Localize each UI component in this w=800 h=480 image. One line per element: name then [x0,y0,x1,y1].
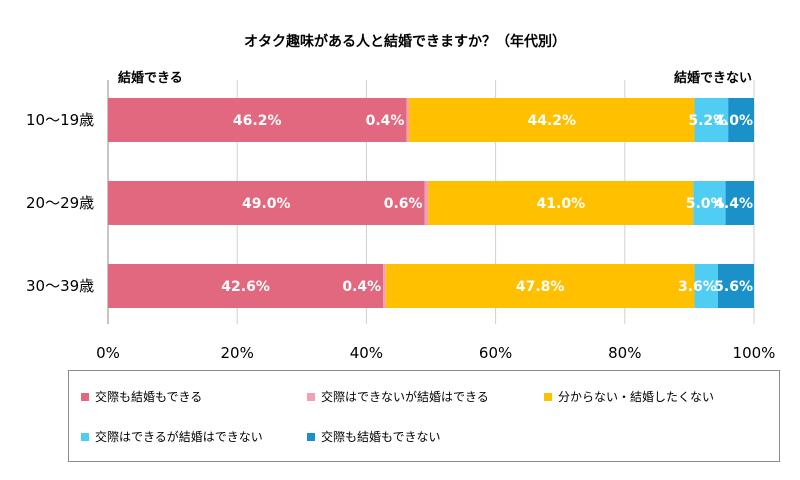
data-label: 4.4% [714,196,753,212]
category-label: 20～29歳 [26,194,94,212]
legend-swatch [544,392,552,401]
legend-label: 交際はできるが結婚はできない [95,430,263,444]
category-label: 10～19歳 [26,111,94,129]
data-label: 0.6% [384,196,423,212]
bar-segment [428,181,694,225]
chart-title: オタク趣味がある人と結婚できますか？（年代別） [244,33,566,50]
data-label: 3.6% [678,279,717,295]
legend: 交際も結婚もできる 交際はできないが結婚はできる 分からない・結婚したくない交際はで… [68,370,780,462]
data-label: 0.4% [342,279,381,295]
legend-item: 交際はできないが結婚はできる [307,388,489,405]
bar-segment [717,264,754,308]
data-label: 47.8% [516,279,565,295]
bar-segment [725,181,754,225]
bar-segment [108,98,407,142]
legend-item: 交際も結婚もできる [81,388,202,405]
legend-label: 交際はできないが結婚はできる [321,390,489,404]
bar-segment [108,181,425,225]
bar-segment [694,264,718,308]
category-label: 30～39歳 [26,277,94,295]
data-label: 0.4% [366,113,405,129]
left-annotation: 結婚できる [118,70,183,86]
data-label: 4.0% [714,113,753,129]
x-tick-label: 40% [350,344,383,362]
legend-swatch [81,432,89,441]
bar-segment [693,181,726,225]
x-tick-label: 20% [221,344,254,362]
bar-segment [694,98,729,142]
data-label: 44.2% [528,113,577,129]
legend-item: 分からない・結婚したくない [544,388,714,405]
bar-segment [424,181,429,225]
legend-label: 交際も結婚もできない [321,430,441,444]
bar-segment [409,98,695,142]
legend-swatch [307,432,315,441]
data-label: 49.0% [242,196,291,212]
legend-label: 交際も結婚もできる [95,390,203,404]
bar-segment [383,264,386,308]
x-tick-label: 60% [479,344,512,362]
chart-plot: オタク趣味がある人と結婚できますか？（年代別） 結婚できる 結婚できない 46.… [26,33,776,362]
legend-item: 交際も結婚もできない [307,428,441,445]
legend-item: 交際はできるが結婚はできない [81,428,263,445]
right-annotation: 結婚できない [674,70,752,86]
data-label: 5.6% [714,279,753,295]
data-label: 46.2% [233,113,282,129]
bar-segment [406,98,410,142]
x-tick-label: 0% [96,344,120,362]
x-tick-label: 80% [608,344,641,362]
data-label: 41.0% [537,196,586,212]
bar-segment [728,98,754,142]
data-label: 42.6% [221,279,270,295]
bar-segment [385,264,695,308]
data-label: 5.0% [686,196,725,212]
legend-label: 分からない・結婚したくない [558,390,715,404]
data-label: 5.2% [688,113,727,129]
bar-segment [108,264,384,308]
legend-swatch [81,392,89,401]
x-tick-label: 100% [733,344,776,362]
legend-swatch [307,392,315,401]
